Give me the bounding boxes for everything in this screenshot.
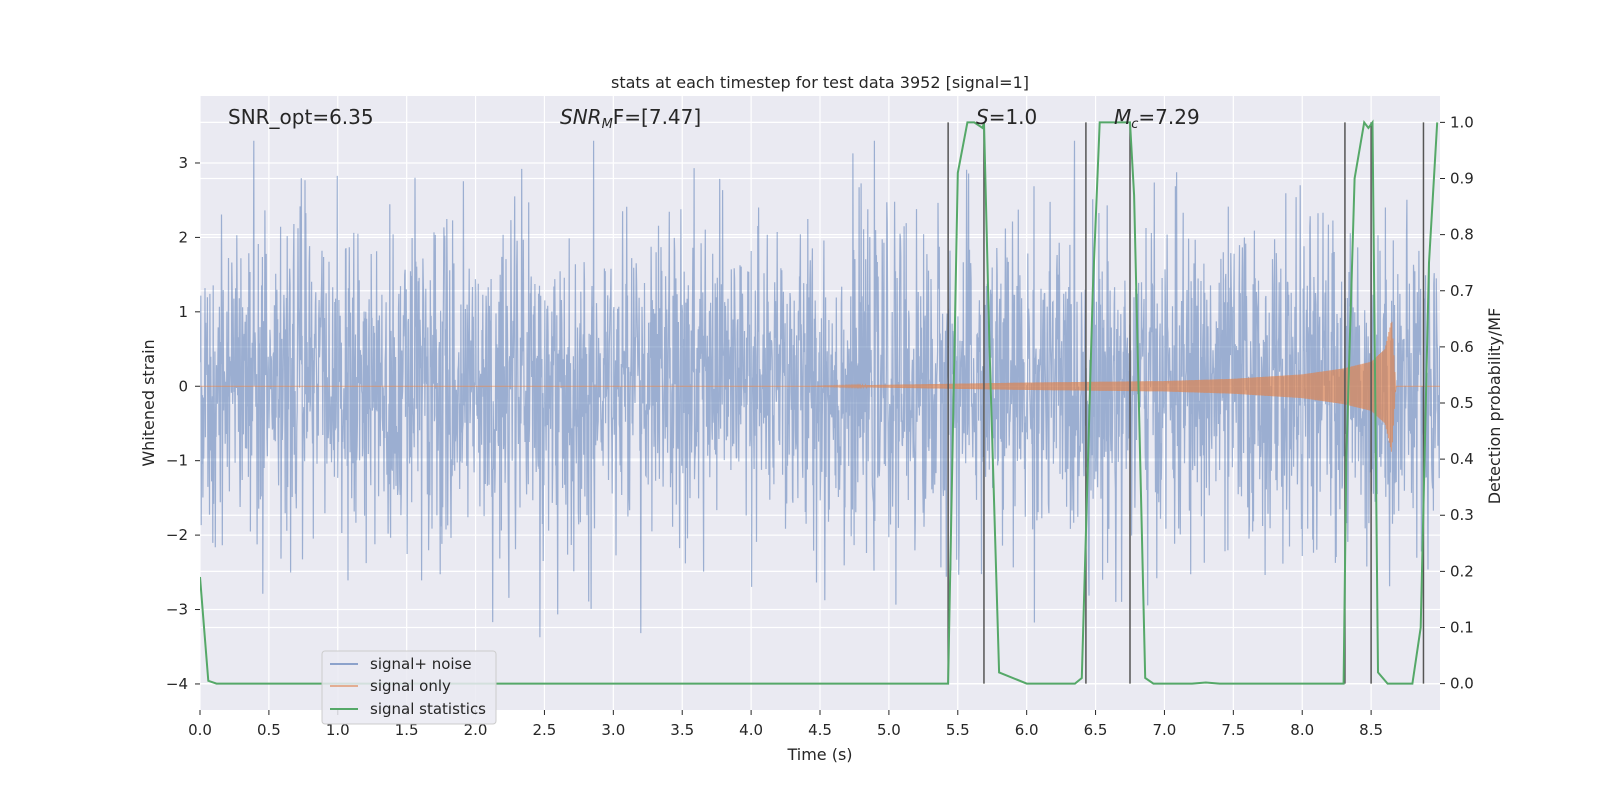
chart-title: stats at each timestep for test data 395… xyxy=(611,73,1029,92)
legend-label-noise: signal+ noise xyxy=(370,655,472,673)
signal-only-line xyxy=(200,321,1440,452)
y-right-tick-label: 0.6 xyxy=(1450,338,1474,356)
y-left-tick-label: 1 xyxy=(178,303,188,321)
y-right-tick-label: 0.2 xyxy=(1450,562,1474,580)
x-tick-label: 5.0 xyxy=(877,721,901,739)
y-right-tick-label: 0.8 xyxy=(1450,226,1474,244)
x-tick-label: 2.0 xyxy=(464,721,488,739)
x-tick-label: 0.5 xyxy=(257,721,281,739)
y-right-tick-label: 0.7 xyxy=(1450,282,1474,300)
y-right-tick-label: 0.3 xyxy=(1450,506,1474,524)
s-annotation: S=1.0 xyxy=(976,105,1037,129)
y-left-tick-label: −1 xyxy=(166,452,188,470)
y-axis-right-label: Detection probability/MF xyxy=(1485,308,1504,505)
snr-opt-annotation: SNR_opt=6.35 xyxy=(228,105,374,129)
signal-statistics-line xyxy=(200,119,1439,685)
y-left-tick-label: −3 xyxy=(166,601,188,619)
mc-annotation: Mc=7.29 xyxy=(1114,105,1200,132)
x-tick-label: 5.5 xyxy=(946,721,970,739)
x-axis-label: Time (s) xyxy=(786,745,852,764)
x-tick-label: 8.5 xyxy=(1359,721,1383,739)
y-left-tick-label: 0 xyxy=(178,377,188,395)
x-tick-label: 7.0 xyxy=(1153,721,1177,739)
x-tick-label: 6.5 xyxy=(1084,721,1108,739)
x-tick-label: 6.0 xyxy=(1015,721,1039,739)
signal-only-series xyxy=(200,321,1440,452)
x-tick-label: 7.5 xyxy=(1221,721,1245,739)
y-left-tick-label: −4 xyxy=(166,675,188,693)
y-left-tick-label: −2 xyxy=(166,526,188,544)
y-right-tick-label: 0.5 xyxy=(1450,394,1474,412)
x-tick-label: 3.0 xyxy=(601,721,625,739)
x-tick-label: 0.0 xyxy=(188,721,212,739)
x-tick-label: 3.5 xyxy=(670,721,694,739)
axis-ticks: 0.0 0.5 1.0 1.5 2.0 2.5 3.0 3.5 4.0 4.5 5.0 5.5 6.0 6… xyxy=(166,113,1474,739)
y-right-tick-label: 0.4 xyxy=(1450,450,1474,468)
y-right-tick-label: 0.0 xyxy=(1450,675,1474,693)
x-tick-label: 1.5 xyxy=(395,721,419,739)
y-axis-left-label: Whitened strain xyxy=(139,339,158,466)
legend: signal+ noise signal only signal statist… xyxy=(321,650,497,725)
x-tick-label: 1.0 xyxy=(326,721,350,739)
signal-noise-line xyxy=(200,140,1440,638)
legend-label-statistics: signal statistics xyxy=(370,700,486,718)
y-left-tick-label: 2 xyxy=(178,228,188,246)
x-tick-label: 4.0 xyxy=(739,721,763,739)
x-tick-label: 4.5 xyxy=(808,721,832,739)
x-tick-label: 2.5 xyxy=(533,721,557,739)
snr-mf-annotation: SNRMF=[7.47] xyxy=(560,105,701,132)
legend-box xyxy=(321,650,497,725)
y-right-tick-label: 0.9 xyxy=(1450,170,1474,188)
signal-statistics-series xyxy=(200,119,1439,685)
y-right-tick-label: 1.0 xyxy=(1450,113,1474,131)
signal-noise-series xyxy=(200,140,1440,638)
x-tick-label: 8.0 xyxy=(1290,721,1314,739)
y-right-tick-label: 0.1 xyxy=(1450,618,1474,636)
y-left-tick-label: 3 xyxy=(178,154,188,172)
legend-label-signal: signal only xyxy=(370,677,451,695)
